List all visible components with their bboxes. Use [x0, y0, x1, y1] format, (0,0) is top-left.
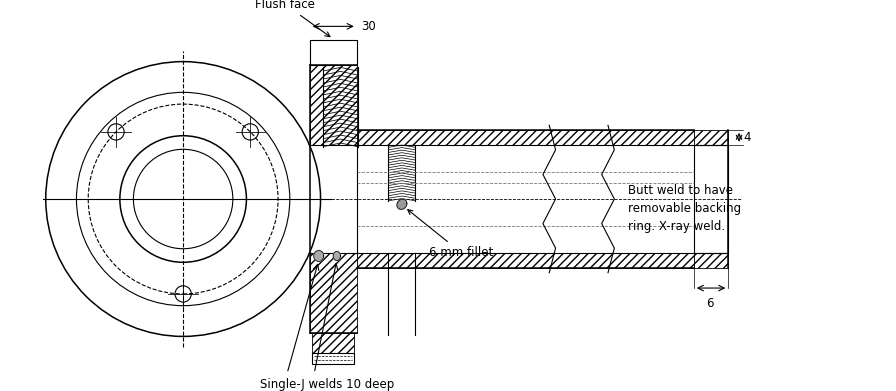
Text: 4: 4 — [744, 131, 751, 144]
Bar — [310, 65, 357, 145]
Bar — [357, 130, 694, 145]
Text: 6: 6 — [707, 297, 714, 310]
Polygon shape — [397, 199, 407, 209]
Text: Butt weld to have
removable backing
ring. X-ray weld.: Butt weld to have removable backing ring… — [628, 183, 741, 233]
Bar — [313, 333, 354, 353]
Bar — [310, 40, 357, 65]
Text: Flush face: Flush face — [255, 0, 330, 37]
Text: 6 mm fillet: 6 mm fillet — [408, 210, 494, 259]
Bar — [313, 353, 354, 364]
Polygon shape — [314, 251, 323, 262]
Text: Single-J welds 10 deep: Single-J welds 10 deep — [260, 378, 394, 391]
Text: 30: 30 — [361, 20, 376, 33]
Bar — [694, 145, 728, 253]
Bar — [310, 253, 357, 333]
Polygon shape — [333, 251, 340, 260]
Bar — [357, 253, 694, 268]
Bar — [694, 130, 728, 268]
